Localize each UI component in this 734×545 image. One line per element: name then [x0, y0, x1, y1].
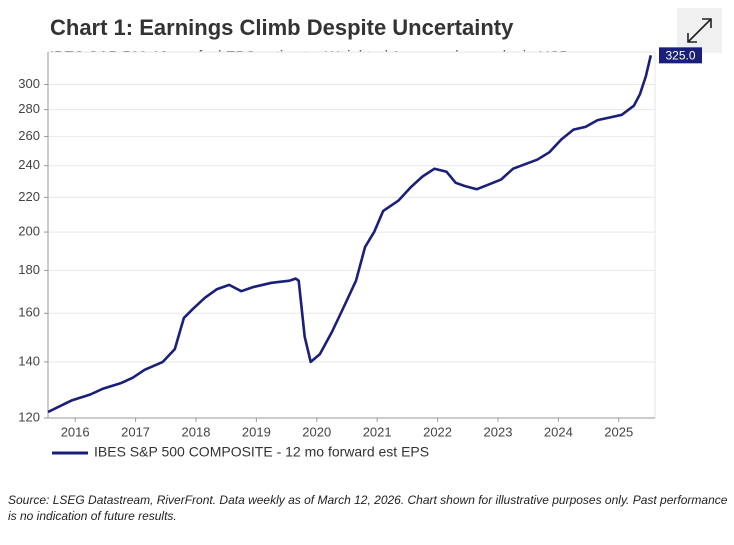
x-tick-label: 2016 — [61, 424, 90, 439]
y-tick-label: 180 — [18, 262, 40, 277]
y-tick-label: 200 — [18, 224, 40, 239]
x-tick-label: 2019 — [242, 424, 271, 439]
data-line — [47, 55, 653, 414]
legend-label: IBES S&P 500 COMPOSITE - 12 mo forward e… — [94, 444, 429, 460]
y-tick-label: 300 — [18, 76, 40, 91]
y-tick-label: 220 — [18, 189, 40, 204]
x-tick-label: 2020 — [302, 424, 331, 439]
y-tick-label: 260 — [18, 128, 40, 143]
x-tick-label: 2017 — [121, 424, 150, 439]
source-note: Source: LSEG Datastream, RiverFront. Dat… — [8, 493, 728, 523]
x-tick-label: 2021 — [363, 424, 392, 439]
x-tick-label: 2025 — [604, 424, 633, 439]
y-tick-label: 140 — [18, 353, 40, 368]
x-tick-label: 2024 — [544, 424, 573, 439]
y-tick-label: 120 — [18, 409, 40, 424]
expand-button[interactable] — [677, 8, 722, 53]
value-label: 325.0 — [665, 49, 695, 63]
expand-icon[interactable] — [687, 18, 712, 43]
y-tick-label: 280 — [18, 101, 40, 116]
y-tick-label: 160 — [18, 305, 40, 320]
source-box: Source: LSEG Datastream, RiverFront. Dat… — [8, 493, 728, 523]
chart-title: Chart 1: Earnings Climb Despite Uncertai… — [50, 15, 514, 40]
x-tick-label: 2023 — [484, 424, 513, 439]
x-tick-label: 2018 — [182, 424, 211, 439]
y-tick-label: 240 — [18, 157, 40, 172]
plot-background — [47, 51, 656, 419]
value-label-bg — [659, 47, 702, 64]
plot-area: 120 140 160 180 200 220 240 260 280 300 2016 2017 20… — [18, 47, 702, 460]
x-tick-label: 2022 — [423, 424, 452, 439]
